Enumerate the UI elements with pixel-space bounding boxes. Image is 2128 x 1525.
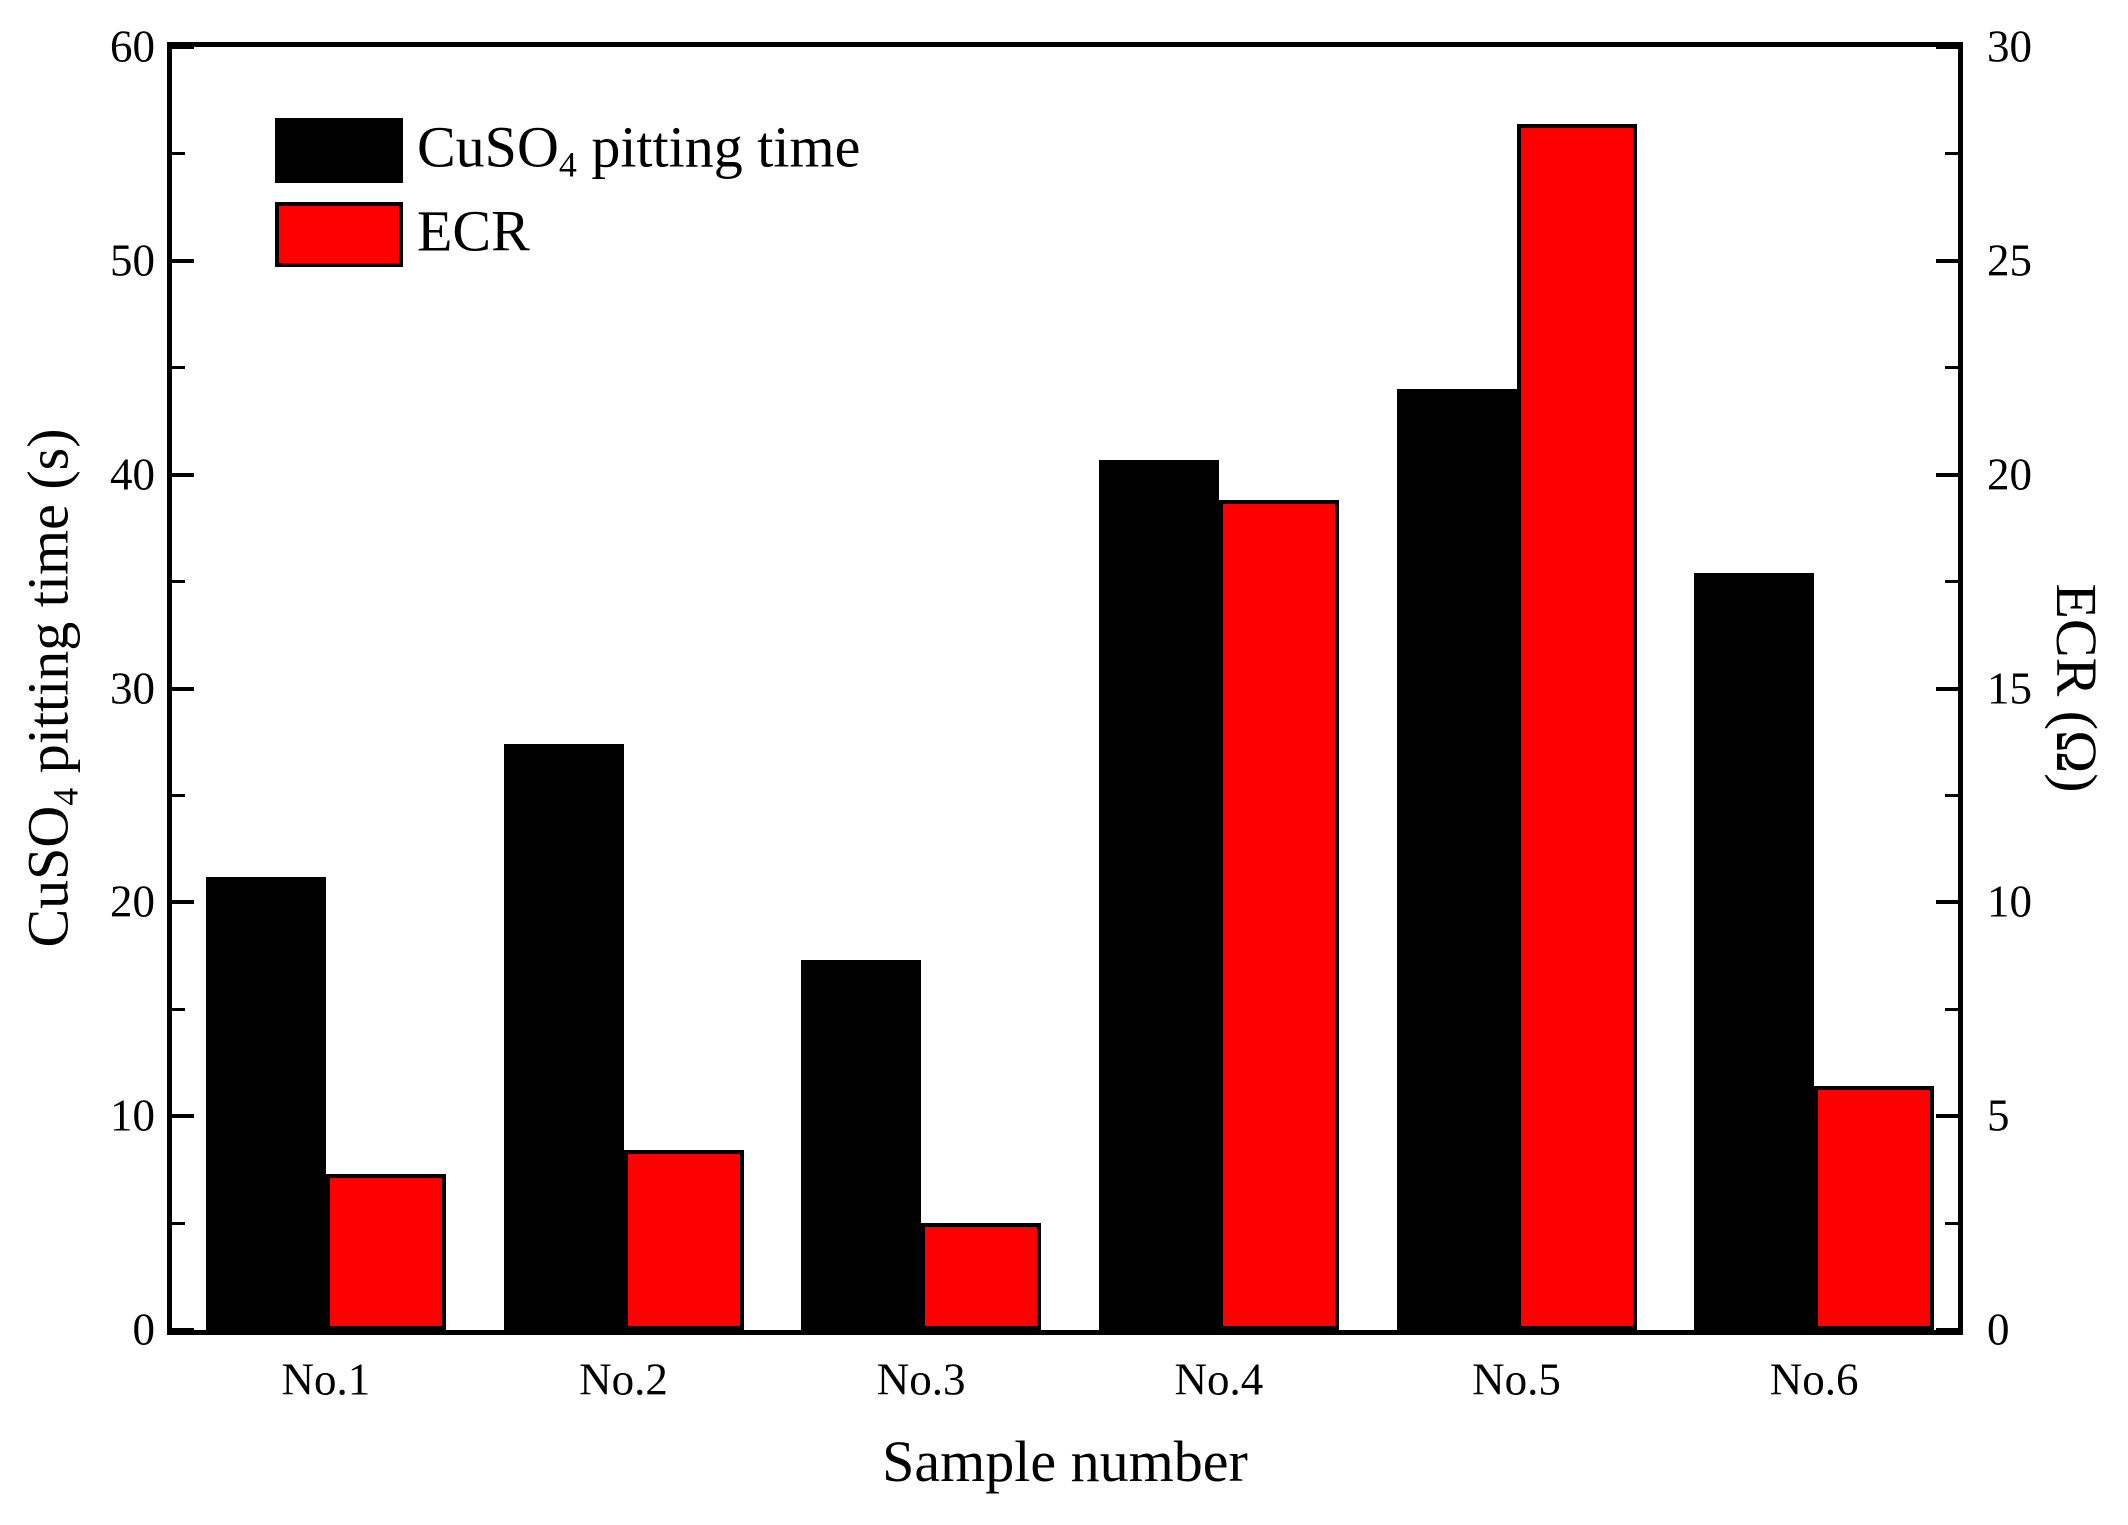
y-left-major-tick [172,472,194,477]
y-right-tick-label: 30 [1987,21,2032,72]
y-left-axis-title: CuSO4 pitting time (s) [15,428,86,947]
y-left-minor-tick [172,793,185,797]
y-right-major-tick [1936,258,1958,263]
bar-pitting-no5 [1396,389,1517,1330]
x-axis-title: Sample number [882,1429,1248,1494]
y-right-tick-label: 25 [1987,235,2032,286]
y-right-minor-tick [1945,152,1958,156]
y-left-major-tick [172,1114,194,1119]
legend-label-ecr-pre: ECR [417,198,530,264]
y-right-minor-tick [1945,1007,1958,1011]
y-left-tick-label: 20 [110,876,155,927]
y-left-major-tick [172,686,194,691]
bar-ecr-no3 [921,1223,1042,1330]
y-left-minor-tick [172,366,185,370]
y-right-major-tick [1936,472,1958,477]
y-left-tick-label: 40 [110,449,155,500]
y-left-minor-tick [172,1221,185,1225]
bar-pitting-no3 [801,960,922,1330]
y-left-tick-label: 10 [110,1090,155,1141]
y-left-tick-label: 30 [110,663,155,713]
x-tick-label-no5: No.5 [1472,1354,1561,1405]
bar-ecr-no4 [1218,500,1339,1330]
bar-pitting-no1 [205,876,326,1330]
legend-label-pitting-pre: CuSO [417,114,559,180]
y-right-axis-title: ECR (Ω) [2044,583,2109,793]
legend-label-pitting-sub: 4 [558,144,577,185]
y-right-tick-label: 0 [1987,1304,2010,1355]
y-right-major-tick [1936,1328,1958,1332]
y-left-minor-tick [172,580,185,584]
legend-swatch-pitting-time [275,118,403,183]
bar-ecr-no1 [325,1173,446,1330]
legend-label-ecr: ECR [417,202,530,267]
legend-swatch-ecr [275,202,403,267]
legend-label-pitting-time: CuSO4 pitting time [417,118,860,183]
y-right-tick-label: 15 [1987,663,2032,713]
y-right-tick-label: 20 [1987,449,2032,500]
bar-ecr-no2 [623,1150,744,1330]
legend-label-pitting-post: pitting time [576,114,861,180]
y-left-tick-label: 50 [110,235,155,286]
y-right-minor-tick [1945,1221,1958,1225]
y-left-major-tick [172,45,194,49]
plot-area [167,42,1963,1335]
bar-ecr-no5 [1516,123,1637,1330]
x-tick-label-no2: No.2 [579,1354,668,1405]
y-right-tick-label: 5 [1987,1090,2010,1141]
y-right-major-tick [1936,45,1958,49]
y-right-minor-tick [1945,366,1958,370]
x-tick-label-no4: No.4 [1174,1354,1264,1405]
y-left-major-tick [172,900,194,905]
y-left-major-tick [172,258,194,263]
y-right-tick-label: 10 [1987,876,2032,927]
bar-ecr-no6 [1814,1086,1935,1330]
bar-pitting-no4 [1098,459,1219,1330]
y-right-minor-tick [1945,580,1958,584]
y-right-major-tick [1936,900,1958,905]
x-tick-label-no1: No.1 [281,1354,371,1405]
y-left-axis-title-sub: 4 [45,787,86,806]
bar-pitting-no6 [1694,573,1815,1330]
y-left-axis-title-text: CuSO [15,805,81,948]
y-right-major-tick [1936,686,1958,691]
y-right-minor-tick [1945,793,1958,797]
x-tick-label-no6: No.6 [1769,1354,1859,1405]
bar-pitting-no2 [503,744,624,1330]
y-left-axis-title-rest: pitting time (s) [15,428,81,788]
x-tick-label-no3: No.3 [876,1354,966,1405]
y-left-minor-tick [172,1007,185,1011]
y-left-tick-label: 0 [132,1304,156,1355]
y-left-major-tick [172,1328,194,1332]
y-right-major-tick [1936,1114,1958,1119]
y-left-tick-label: 60 [110,21,155,72]
y-left-minor-tick [172,152,185,156]
